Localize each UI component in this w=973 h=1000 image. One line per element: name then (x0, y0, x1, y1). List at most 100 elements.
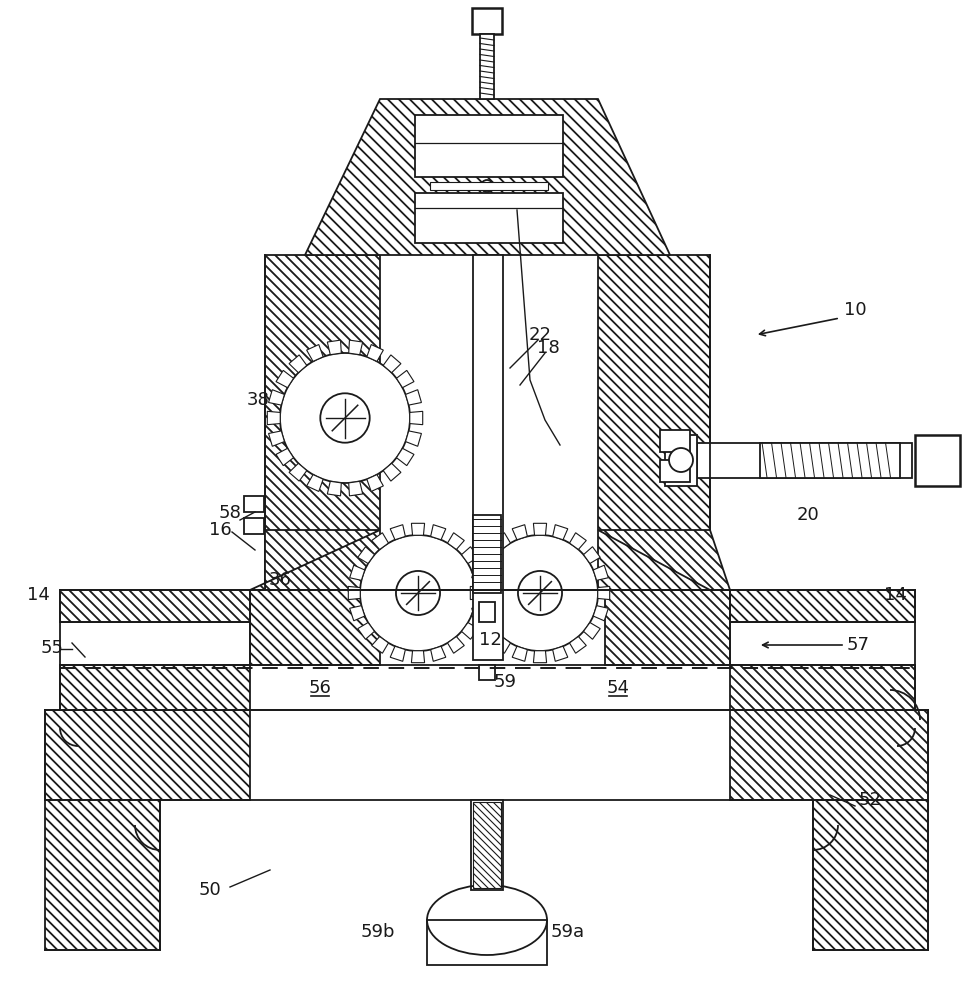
Polygon shape (470, 586, 483, 600)
Polygon shape (406, 431, 421, 446)
Polygon shape (569, 637, 587, 653)
Polygon shape (289, 463, 306, 481)
Polygon shape (730, 710, 928, 800)
Text: 14: 14 (26, 586, 50, 604)
Polygon shape (533, 651, 547, 663)
Polygon shape (348, 340, 363, 355)
Bar (760, 442, 900, 478)
Bar (479, 665, 495, 680)
Polygon shape (383, 463, 401, 481)
Polygon shape (473, 802, 501, 888)
Polygon shape (306, 475, 323, 491)
Polygon shape (480, 547, 496, 563)
Polygon shape (390, 646, 406, 661)
Polygon shape (367, 345, 383, 361)
Text: 16: 16 (208, 521, 232, 539)
Polygon shape (396, 370, 414, 388)
Polygon shape (265, 255, 380, 590)
Polygon shape (390, 525, 406, 540)
Polygon shape (410, 411, 422, 425)
Bar (479, 602, 495, 622)
Text: 58: 58 (219, 504, 241, 522)
Polygon shape (461, 547, 479, 563)
Polygon shape (349, 606, 365, 621)
Polygon shape (730, 590, 915, 622)
Polygon shape (383, 355, 401, 373)
Bar (660, 460, 690, 482)
Text: 52: 52 (858, 791, 882, 809)
Bar (415, 115, 563, 177)
Bar (915, 434, 960, 486)
Polygon shape (471, 606, 486, 621)
Bar (480, 34, 494, 99)
Circle shape (481, 180, 493, 192)
Bar (697, 442, 912, 478)
Text: 36: 36 (269, 571, 292, 589)
Bar (660, 430, 690, 452)
Polygon shape (358, 547, 375, 563)
Polygon shape (553, 525, 568, 540)
Polygon shape (268, 411, 280, 425)
Polygon shape (250, 590, 380, 665)
Text: 59a: 59a (551, 923, 585, 941)
Polygon shape (60, 590, 250, 622)
Polygon shape (45, 710, 250, 800)
Polygon shape (598, 255, 710, 590)
Bar (472, 8, 502, 34)
Polygon shape (289, 355, 306, 373)
Bar (427, 920, 547, 965)
Polygon shape (512, 525, 527, 540)
Polygon shape (348, 481, 363, 496)
Polygon shape (533, 523, 547, 535)
Polygon shape (431, 525, 446, 540)
Bar (665, 434, 697, 486)
Polygon shape (597, 586, 610, 600)
Text: 55: 55 (41, 639, 63, 657)
Polygon shape (471, 565, 486, 580)
Polygon shape (396, 448, 414, 466)
Polygon shape (493, 637, 511, 653)
Polygon shape (448, 637, 464, 653)
Text: 20: 20 (797, 506, 819, 524)
Text: 56: 56 (308, 679, 332, 697)
Text: 59b: 59b (361, 923, 395, 941)
Polygon shape (584, 623, 600, 639)
Polygon shape (276, 370, 294, 388)
Polygon shape (584, 547, 600, 563)
Polygon shape (480, 623, 496, 639)
Polygon shape (569, 533, 587, 549)
Polygon shape (269, 390, 284, 405)
Polygon shape (472, 606, 486, 621)
Polygon shape (372, 637, 388, 653)
Polygon shape (327, 340, 342, 355)
Circle shape (280, 353, 410, 483)
Polygon shape (412, 523, 424, 535)
Polygon shape (406, 390, 421, 405)
Bar (415, 193, 563, 243)
Polygon shape (553, 646, 568, 661)
Text: 38: 38 (246, 391, 270, 409)
Polygon shape (372, 533, 388, 549)
Polygon shape (730, 665, 915, 710)
Text: 57: 57 (847, 636, 870, 654)
Circle shape (360, 535, 476, 651)
Polygon shape (412, 651, 424, 663)
Polygon shape (605, 590, 730, 665)
Polygon shape (594, 606, 608, 621)
Bar (244, 496, 264, 512)
Bar (430, 182, 548, 190)
Polygon shape (461, 623, 479, 639)
Text: 22: 22 (528, 326, 552, 344)
Polygon shape (327, 481, 342, 496)
Polygon shape (269, 431, 284, 446)
Circle shape (669, 448, 693, 472)
Polygon shape (305, 99, 670, 255)
Text: 12: 12 (479, 631, 501, 649)
Polygon shape (448, 533, 464, 549)
Text: 14: 14 (883, 586, 907, 604)
Polygon shape (276, 448, 294, 466)
Polygon shape (493, 533, 511, 549)
Text: 10: 10 (844, 301, 866, 319)
Polygon shape (306, 345, 323, 361)
Polygon shape (594, 565, 608, 580)
